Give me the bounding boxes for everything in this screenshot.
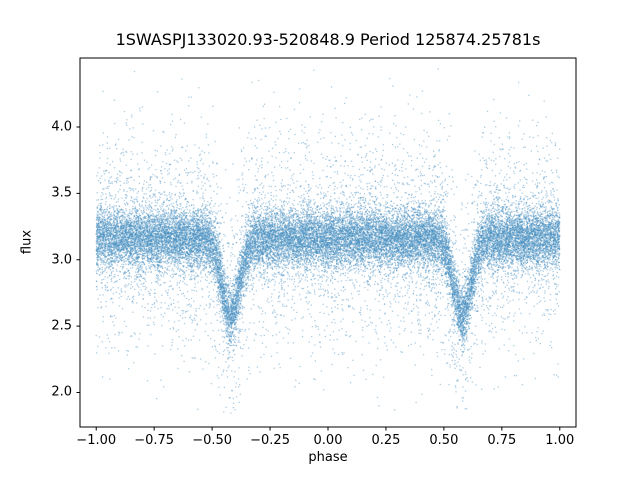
x-tick-label: −0.50 <box>192 433 233 448</box>
x-tick-label: −0.25 <box>250 433 290 448</box>
x-axis-label: phase <box>308 450 348 465</box>
y-tick-label: 4.0 <box>51 119 72 135</box>
y-axis-label: flux <box>19 229 35 255</box>
x-tick-label: −0.75 <box>134 433 175 448</box>
x-tick-label: 1.00 <box>545 433 575 448</box>
y-tick-label: 3.5 <box>51 185 72 201</box>
x-tick-label: 0.25 <box>371 433 401 448</box>
y-tick-label: 2.0 <box>51 384 72 400</box>
x-tick-label: −1.00 <box>76 433 117 448</box>
y-tick-label: 2.5 <box>51 318 72 334</box>
x-tick-label: 0.00 <box>313 433 343 448</box>
x-tick-label: 0.50 <box>429 433 459 448</box>
y-tick-label: 3.0 <box>51 252 72 268</box>
chart-title: 1SWASPJ133020.93-520848.9 Period 125874.… <box>115 30 541 49</box>
x-tick-label: 0.75 <box>487 433 517 448</box>
